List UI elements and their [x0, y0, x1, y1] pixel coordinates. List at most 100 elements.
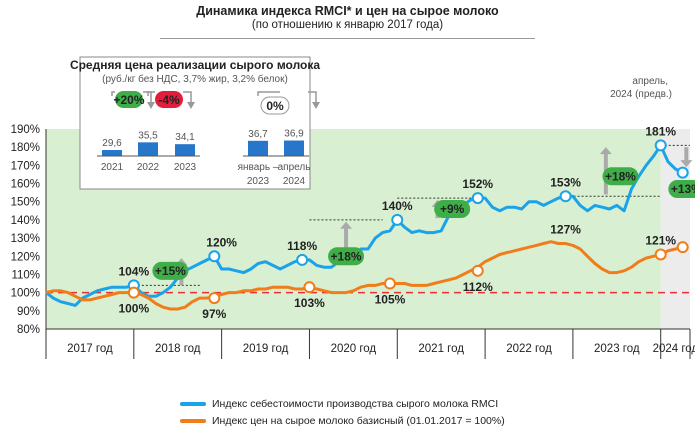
- data-point-rmci: [676, 166, 689, 179]
- legend-label-price: Индекс цен на сырое молоко базисный (01.…: [212, 415, 505, 427]
- y-tick-label: 80%: [17, 324, 40, 336]
- inset-badge: [260, 96, 290, 115]
- data-point-rmci: [391, 213, 404, 226]
- inset-bar: [248, 140, 268, 156]
- data-label-rmci: 104%: [118, 264, 149, 278]
- y-tick-label: 90%: [17, 306, 40, 318]
- y-tick-label: 120%: [11, 251, 40, 263]
- data-label-rmci: 153%: [550, 175, 581, 189]
- data-point-rmci: [471, 192, 484, 205]
- x-year-label: 2021 год: [418, 343, 464, 355]
- legend-item-price: Индекс цен на сырое молоко базисный (01.…: [180, 415, 505, 427]
- inset-bar-label: апрель: [278, 162, 311, 173]
- x-year-label: 2022 год: [506, 343, 552, 355]
- inset-arrow: [257, 91, 280, 96]
- x-year-label: 2024 год: [653, 343, 695, 355]
- inset-arrow: [308, 91, 317, 104]
- data-point-rmci: [296, 253, 309, 266]
- growth-badge-label: +15%: [155, 264, 186, 278]
- title-divider: [160, 38, 535, 39]
- inset-arrow-head: [147, 102, 155, 109]
- x-year-label: 2018 год: [155, 343, 201, 355]
- y-tick-label: 170%: [11, 160, 40, 172]
- legend-item-rmci: Индекс себестоимости производства сырого…: [180, 398, 498, 410]
- inset-bar: [175, 144, 195, 156]
- forecast-note: апрель,: [632, 76, 668, 87]
- inset-bar-label: 2022: [137, 162, 160, 173]
- y-tick-label: 130%: [11, 233, 40, 245]
- data-label-price: 127%: [550, 223, 581, 237]
- forecast-note: 2024 (предв.): [610, 89, 672, 100]
- inset-arrow-head: [187, 102, 195, 109]
- inset-bar-label: 2021: [101, 162, 124, 173]
- growth-badge: [434, 200, 471, 218]
- x-year-label: 2019 год: [243, 343, 289, 355]
- data-label-rmci: 152%: [462, 177, 493, 191]
- series-line-rmci: [45, 143, 684, 307]
- x-year-label: 2017 год: [67, 343, 113, 355]
- data-point-price: [654, 248, 667, 261]
- growth-badge: [602, 167, 639, 186]
- inset-badge: [115, 91, 143, 108]
- data-point-rmci: [208, 250, 221, 263]
- y-tick-label: 190%: [11, 124, 40, 136]
- inset-bar-value: 34,1: [175, 132, 195, 143]
- inset-bar: [284, 140, 304, 156]
- y-tick-label: 180%: [11, 142, 40, 154]
- data-point-rmci: [559, 190, 572, 203]
- data-point-rmci: [654, 139, 667, 152]
- inset-bar-label: 2023: [174, 162, 197, 173]
- inset-arrow-head: [312, 102, 320, 109]
- inset-badge-label: +20%: [113, 93, 144, 107]
- y-tick-label: 100%: [11, 288, 40, 300]
- data-label-rmci: 140%: [382, 199, 413, 213]
- growth-badge-label: +18%: [605, 169, 636, 183]
- growth-badge: [328, 247, 365, 266]
- inset-bar-label: 2023: [247, 176, 270, 187]
- y-tick-label: 160%: [11, 179, 40, 191]
- inset-subtitle: (руб./кг без НДС, 3,7% жир, 3,2% белок): [102, 73, 288, 85]
- data-label-rmci: 120%: [206, 235, 237, 249]
- inset-badge-label: -4%: [158, 93, 180, 107]
- legend-swatch-rmci: [180, 402, 206, 406]
- inset-bar-value: 35,5: [138, 130, 158, 141]
- data-label-price: 97%: [202, 307, 226, 321]
- growth-badge-label: +18%: [331, 249, 362, 263]
- inset-badge-label: 0%: [266, 99, 284, 113]
- inset-bar: [138, 142, 158, 156]
- inset-bar-label: январь –: [238, 162, 279, 173]
- data-point-price: [676, 241, 689, 254]
- data-label-price: 121%: [645, 233, 676, 247]
- y-tick-label: 140%: [11, 215, 40, 227]
- chart-subtitle: (по отношению к январю 2017 года): [251, 19, 444, 31]
- series-line-price: [45, 240, 684, 311]
- inset-arrow: [183, 91, 192, 104]
- y-tick-label: 150%: [11, 197, 40, 209]
- data-point-price: [471, 264, 484, 277]
- inset-bar-label: 2024: [283, 176, 306, 187]
- data-point-price: [208, 292, 221, 305]
- legend-label-rmci: Индекс себестоимости производства сырого…: [212, 398, 499, 410]
- growth-badge: [668, 180, 695, 198]
- data-label-price: 103%: [294, 296, 325, 310]
- inset-arrow: [111, 91, 115, 96]
- line-chart: 80% 90% 100% 110% 120% 130% 140% 150% 160% 170% 18…: [11, 56, 695, 359]
- data-label-rmci: 181%: [645, 124, 676, 138]
- x-year-label: 2023 год: [594, 343, 640, 355]
- inset-bar-value: 36,9: [284, 129, 304, 140]
- data-point-price: [127, 286, 140, 299]
- data-label-rmci: 118%: [287, 239, 317, 253]
- growth-badge: [152, 261, 189, 280]
- growth-badge-label: +9%: [440, 202, 465, 216]
- growth-badge-label: +13%: [671, 182, 695, 196]
- inset-bar: [102, 150, 122, 156]
- inset-bar-value: 36,7: [248, 129, 268, 140]
- data-point-price: [383, 277, 396, 290]
- inset-badge: [155, 91, 183, 108]
- data-label-price: 100%: [118, 302, 149, 316]
- x-year-label: 2020 год: [331, 343, 377, 355]
- chart-title: Динамика индекса RMCI* и цен на сырое мо…: [196, 4, 499, 18]
- inset-title: Средняя цена реализации сырого молока: [70, 58, 320, 72]
- growth-arrow-head: [599, 147, 612, 155]
- inset-bar-value: 29,6: [102, 138, 122, 149]
